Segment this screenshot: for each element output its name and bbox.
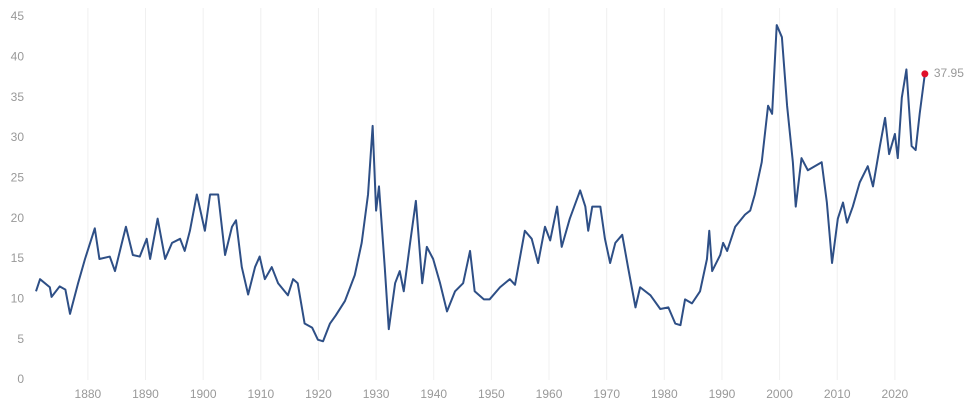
x-tick-label: 1880: [75, 387, 102, 401]
y-tick-label: 45: [11, 9, 25, 23]
x-tick-label: 1980: [651, 387, 678, 401]
x-tick-label: 1930: [363, 387, 390, 401]
last-point: [921, 70, 929, 78]
y-tick-label: 0: [17, 372, 24, 386]
x-tick-label: 1970: [593, 387, 620, 401]
x-tick-label: 1940: [420, 387, 447, 401]
y-tick-label: 35: [11, 90, 25, 104]
x-tick-label: 1960: [536, 387, 563, 401]
last-value-label: 37.95: [934, 66, 964, 80]
x-tick-label: 2010: [824, 387, 851, 401]
y-tick-label: 15: [11, 251, 25, 265]
y-tick-label: 20: [11, 211, 25, 225]
x-tick-label: 1990: [709, 387, 736, 401]
x-tick-label: 1910: [247, 387, 274, 401]
x-tick-label: 1920: [305, 387, 332, 401]
x-tick-label: 1950: [478, 387, 505, 401]
y-tick-label: 10: [11, 292, 25, 306]
y-tick-label: 30: [11, 130, 25, 144]
x-tick-label: 1890: [132, 387, 159, 401]
line: [35, 24, 926, 343]
y-tick-label: 40: [11, 50, 25, 64]
x-tick-label: 2020: [882, 387, 909, 401]
y-tick-label: 5: [17, 332, 24, 346]
x-tick-label: 2000: [766, 387, 793, 401]
y-tick-label: 25: [11, 171, 25, 185]
x-tick-label: 1900: [190, 387, 217, 401]
